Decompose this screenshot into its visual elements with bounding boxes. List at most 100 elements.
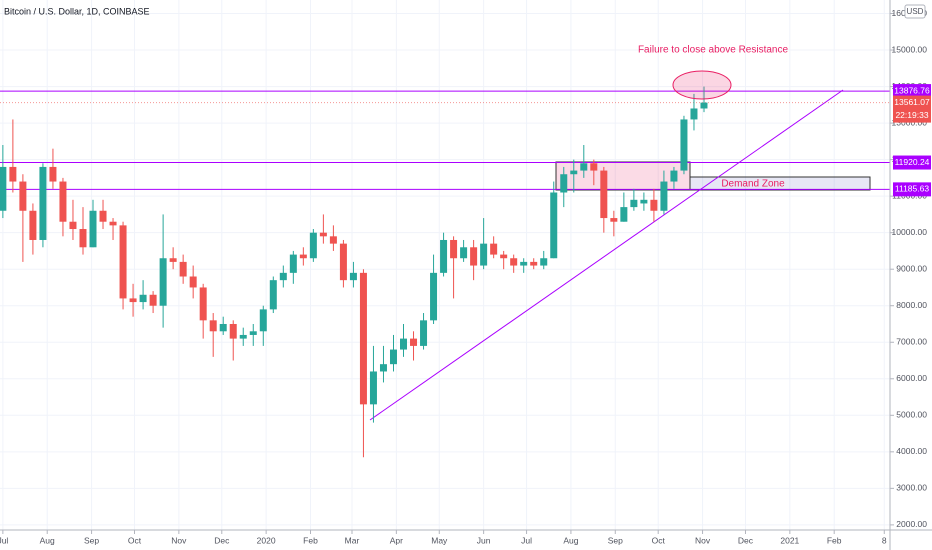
- candle-body: [690, 108, 698, 120]
- y-tick-label: 15000.00: [892, 44, 928, 54]
- x-tick-label: Aug: [563, 535, 578, 545]
- candle-body: [560, 174, 568, 193]
- candle-body: [109, 221, 117, 226]
- candle-body: [159, 258, 167, 306]
- candle-body: [570, 170, 578, 175]
- candle-body: [289, 254, 297, 273]
- x-tick-label: Oct: [128, 535, 142, 545]
- candle-body: [670, 170, 678, 182]
- level-label-bg: [893, 155, 931, 170]
- candle-body: [400, 338, 408, 350]
- x-tick-label: Nov: [695, 535, 711, 545]
- candle-body: [550, 192, 558, 259]
- zone-label: Demand Zone: [721, 179, 785, 190]
- y-tick-label: 5000.00: [896, 410, 927, 420]
- x-tick-label: Dec: [214, 535, 230, 545]
- candle-body: [269, 280, 277, 310]
- last-price-bg: [893, 95, 931, 123]
- y-tick-label: 7000.00: [896, 337, 927, 347]
- candle-body: [309, 232, 317, 259]
- candle-body: [219, 323, 227, 332]
- candle-body: [179, 261, 187, 277]
- candle-body: [79, 229, 87, 248]
- candle-body: [129, 298, 137, 303]
- y-tick-label: 10000.00: [892, 227, 928, 237]
- candle-body: [490, 243, 498, 255]
- grid: [0, 0, 890, 530]
- x-tick-label: 2020: [257, 535, 276, 545]
- candle-body: [29, 210, 37, 240]
- candle-body: [249, 331, 257, 335]
- candle-body: [149, 294, 157, 306]
- candle-body: [610, 218, 618, 222]
- candle-body: [89, 210, 97, 248]
- candle-body: [680, 119, 688, 171]
- candle-body: [480, 243, 488, 266]
- y-tick-label: 2000.00: [896, 519, 927, 529]
- candle-body: [430, 272, 438, 321]
- candle-body: [0, 166, 7, 211]
- axes: 2000.00 3000.00 4000.00 5000.00 6000.00 7000.…: [0, 8, 931, 545]
- candle-body: [540, 258, 548, 266]
- x-tick-label: Oct: [652, 535, 666, 545]
- y-tick-label: 3000.00: [896, 483, 927, 493]
- x-tick-label: Sep: [608, 535, 623, 545]
- x-tick-label: Aug: [40, 535, 55, 545]
- x-tick-label: May: [431, 535, 448, 545]
- supply-zone: [555, 161, 691, 191]
- candle-body: [530, 261, 538, 266]
- countdown: 22:19:33: [895, 110, 928, 120]
- x-tick-label: Apr: [390, 535, 403, 545]
- currency-box[interactable]: [904, 4, 926, 19]
- chart-title: Bitcoin / U.S. Dollar, 1D, COINBASE: [4, 6, 150, 16]
- candle-body: [349, 272, 357, 281]
- candle-body: [640, 199, 648, 204]
- candle-body: [279, 272, 287, 281]
- candle-body: [470, 247, 478, 266]
- candle-body: [329, 236, 337, 244]
- candle-body: [700, 102, 708, 109]
- candle-body: [199, 287, 207, 321]
- x-tick-label: Jul: [0, 535, 8, 545]
- candle-body: [119, 225, 127, 299]
- x-tick-label: Nov: [171, 535, 187, 545]
- candle-body: [39, 166, 47, 240]
- candle-body: [620, 207, 628, 222]
- candle-body: [139, 294, 147, 303]
- level-label: 11920.24: [895, 157, 930, 167]
- x-tick-label: 2021: [780, 535, 799, 545]
- currency[interactable]: USD: [907, 7, 924, 16]
- annotation: Failure to close above Resistance: [638, 45, 789, 56]
- candle-body: [440, 239, 448, 273]
- candle-body: [59, 181, 67, 222]
- levels: [0, 90, 890, 190]
- candle-body: [520, 261, 528, 266]
- highlight-ellipse: [672, 70, 732, 100]
- y-tick-label: 8000.00: [896, 300, 927, 310]
- candle-body: [369, 371, 377, 405]
- candle-body: [580, 163, 588, 171]
- x-tick-label: 8: [882, 535, 887, 545]
- candle-body: [19, 181, 27, 211]
- candle-body: [590, 163, 598, 171]
- x-tick-label: Sep: [84, 535, 99, 545]
- candle-body: [500, 254, 508, 259]
- candle-body: [660, 181, 668, 211]
- level-label-bg: [893, 84, 931, 99]
- candle-body: [339, 243, 347, 281]
- candle-body: [410, 338, 418, 346]
- y-tick-label: 9000.00: [896, 263, 927, 273]
- level-label: 13876.76: [894, 85, 930, 95]
- candle-body: [49, 166, 57, 182]
- candle-body: [169, 258, 177, 262]
- demand-zone: [689, 176, 871, 191]
- last-price-label: 13561.07: [894, 97, 930, 107]
- candle-body: [630, 199, 638, 208]
- candle-body: [209, 320, 217, 332]
- candle-body: [69, 221, 77, 230]
- x-tick-label: Jun: [477, 535, 491, 545]
- candle-body: [379, 364, 387, 372]
- x-tick-label: Jul: [521, 535, 532, 545]
